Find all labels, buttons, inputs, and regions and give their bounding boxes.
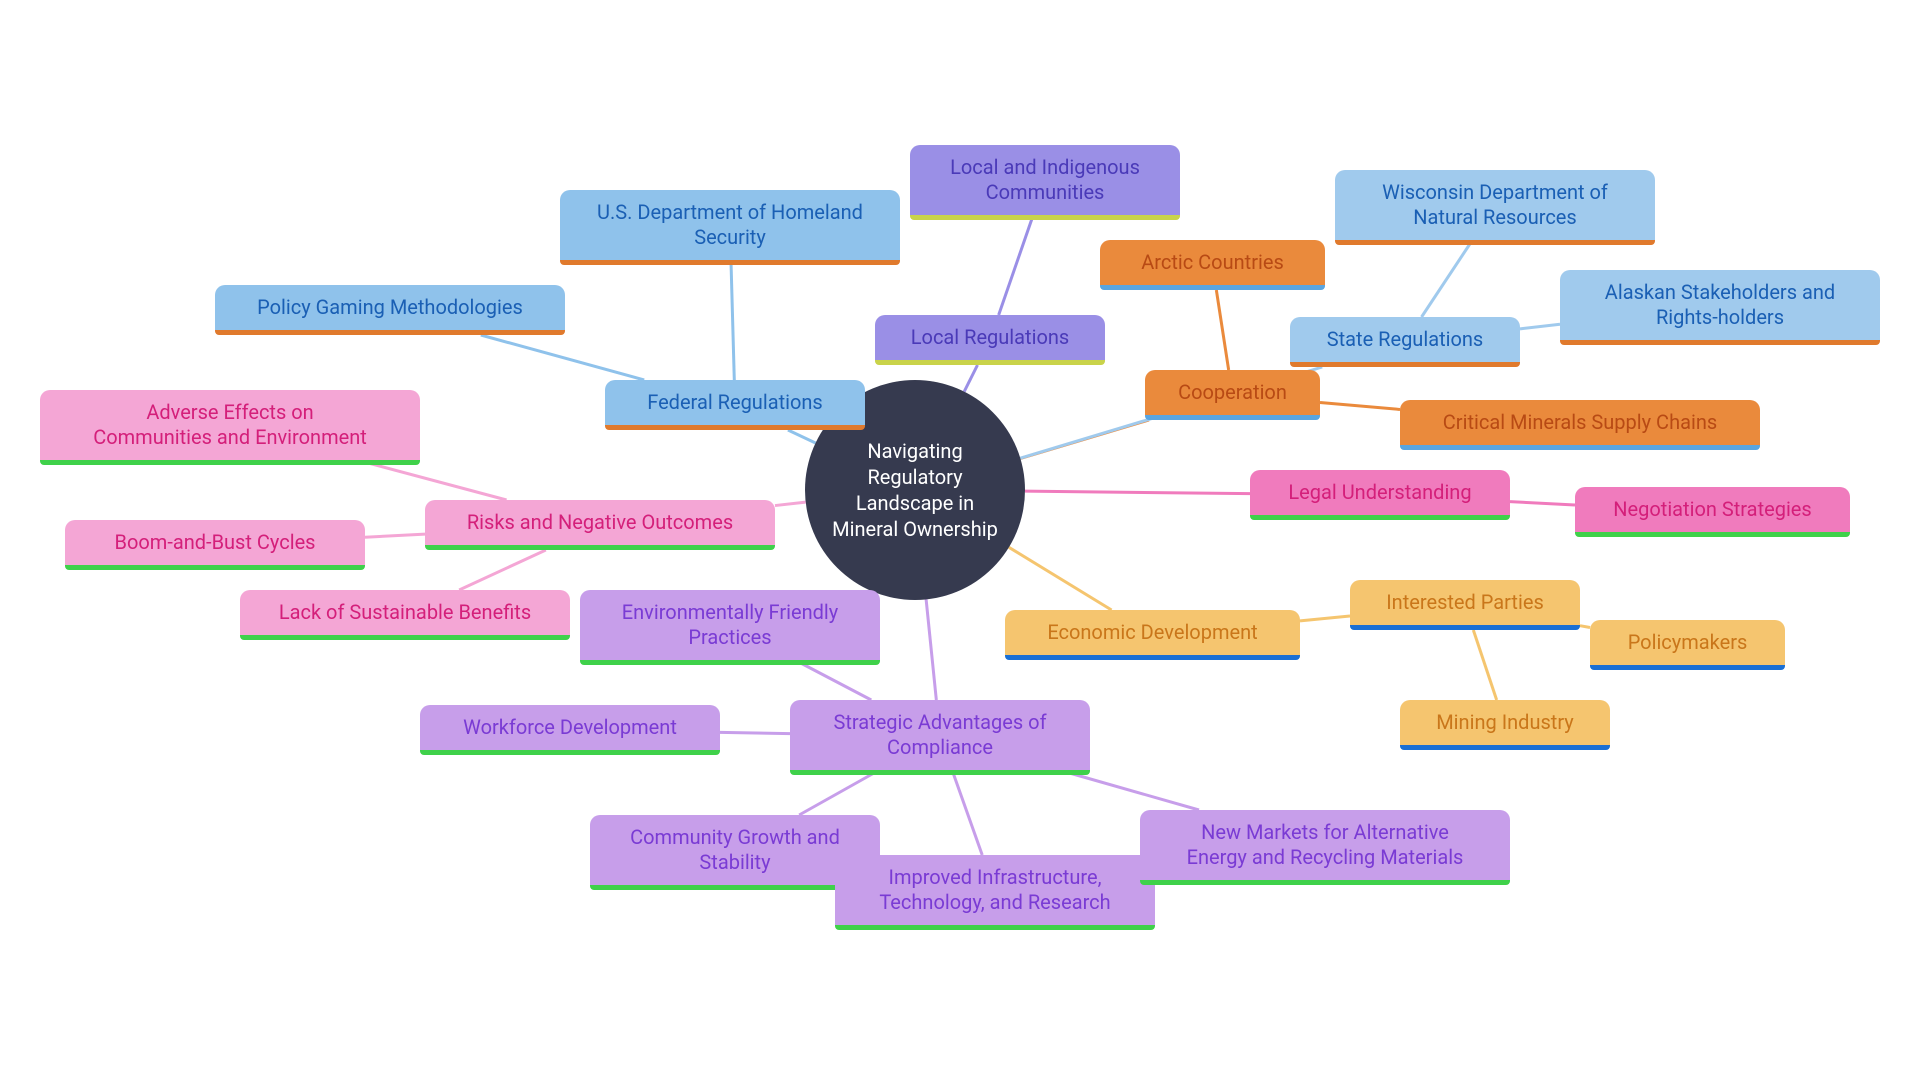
edge-fed_pg — [481, 335, 644, 380]
edge-state_wdnr — [1422, 242, 1472, 317]
node-label: Environmentally Friendly Practices — [622, 600, 838, 650]
node-label: Risks and Negative Outcomes — [467, 510, 733, 535]
node-label: U.S. Department of Homeland Security — [597, 200, 863, 250]
node-legal: Legal Understanding — [1250, 470, 1510, 520]
node-risk_boom: Boom-and-Bust Cycles — [65, 520, 365, 570]
node-econ_min: Mining Industry — [1400, 700, 1610, 750]
node-label: Interested Parties — [1386, 590, 1544, 615]
edge-strat_mkt — [1066, 772, 1199, 810]
edge-econ_pol — [1580, 626, 1590, 628]
node-label: Alaskan Stakeholders and Rights-holders — [1605, 280, 1835, 330]
node-legal_neg: Negotiation Strategies — [1575, 487, 1850, 537]
node-label: State Regulations — [1327, 327, 1484, 352]
edge-local — [964, 365, 977, 392]
edge-risk_adv — [365, 462, 507, 500]
edge-fed_dhs — [731, 262, 734, 380]
edge-strat_env — [799, 662, 872, 700]
node-label: Legal Understanding — [1288, 480, 1471, 505]
edge-coop_cmsc — [1320, 403, 1400, 410]
node-risk_sust: Lack of Sustainable Benefits — [240, 590, 570, 640]
edge-econ — [1009, 547, 1112, 610]
node-label: Policymakers — [1628, 630, 1748, 655]
edge-state_ak — [1520, 324, 1560, 329]
edge-legal_neg — [1510, 502, 1575, 505]
node-strat_work: Workforce Development — [420, 705, 720, 755]
node-econ_pol: Policymakers — [1590, 620, 1785, 670]
node-coop_cmsc: Critical Minerals Supply Chains — [1400, 400, 1760, 450]
edge-risk — [775, 502, 806, 505]
node-label: Arctic Countries — [1141, 250, 1284, 275]
edge-strat — [926, 599, 936, 700]
edge-fed — [788, 430, 816, 443]
node-label: Cooperation — [1178, 380, 1287, 405]
node-state_ak: Alaskan Stakeholders and Rights-holders — [1560, 270, 1880, 345]
edge-coop — [1020, 420, 1149, 458]
edge-strat_work — [720, 732, 790, 733]
node-label: Economic Development — [1047, 620, 1257, 645]
node-state_wdnr: Wisconsin Department of Natural Resource… — [1335, 170, 1655, 245]
node-label: Lack of Sustainable Benefits — [279, 600, 531, 625]
node-strat_infra: Improved Infrastructure, Technology, and… — [835, 855, 1155, 930]
node-coop_arc: Arctic Countries — [1100, 240, 1325, 290]
node-fed: Federal Regulations — [605, 380, 865, 430]
edge-local_ind — [999, 217, 1033, 315]
node-label: Boom-and-Bust Cycles — [115, 530, 316, 555]
edge-legal — [1025, 491, 1250, 493]
node-label: Mining Industry — [1436, 710, 1574, 735]
node-label: Strategic Advantages of Compliance — [833, 710, 1046, 760]
node-label: Policy Gaming Methodologies — [257, 295, 523, 320]
node-label: Local Regulations — [911, 325, 1069, 350]
node-fed_pg: Policy Gaming Methodologies — [215, 285, 565, 335]
node-state: State Regulations — [1290, 317, 1520, 367]
edge-risk_boom — [365, 534, 425, 537]
edge-coop_arc — [1216, 290, 1228, 370]
node-local: Local Regulations — [875, 315, 1105, 365]
node-label: Negotiation Strategies — [1613, 497, 1811, 522]
edge-risk_sust — [459, 550, 546, 590]
node-strat: Strategic Advantages of Compliance — [790, 700, 1090, 775]
node-coop: Cooperation — [1145, 370, 1320, 420]
node-label: New Markets for Alternative Energy and R… — [1187, 820, 1464, 870]
node-risk: Risks and Negative Outcomes — [425, 500, 775, 550]
node-econ: Economic Development — [1005, 610, 1300, 660]
node-label: Federal Regulations — [647, 390, 823, 415]
node-fed_dhs: U.S. Department of Homeland Security — [560, 190, 900, 265]
node-label: Improved Infrastructure, Technology, and… — [879, 865, 1110, 915]
node-label: Local and Indigenous Communities — [950, 155, 1140, 205]
node-risk_adv: Adverse Effects on Communities and Envir… — [40, 390, 420, 465]
mindmap-canvas: Navigating Regulatory Landscape in Miner… — [0, 0, 1920, 1080]
edge-strat_infra — [953, 772, 982, 855]
node-label: Workforce Development — [463, 715, 677, 740]
edge-econ_int — [1300, 616, 1350, 621]
node-econ_int: Interested Parties — [1350, 580, 1580, 630]
node-label: Wisconsin Department of Natural Resource… — [1382, 180, 1608, 230]
edge-econ_min — [1473, 630, 1496, 700]
node-local_ind: Local and Indigenous Communities — [910, 145, 1180, 220]
center-label: Navigating Regulatory Landscape in Miner… — [825, 438, 1005, 542]
node-label: Adverse Effects on Communities and Envir… — [93, 400, 367, 450]
edge-strat_comm — [799, 772, 876, 815]
node-strat_env: Environmentally Friendly Practices — [580, 590, 880, 665]
node-label: Community Growth and Stability — [630, 825, 840, 875]
node-label: Critical Minerals Supply Chains — [1443, 410, 1717, 435]
node-strat_mkt: New Markets for Alternative Energy and R… — [1140, 810, 1510, 885]
